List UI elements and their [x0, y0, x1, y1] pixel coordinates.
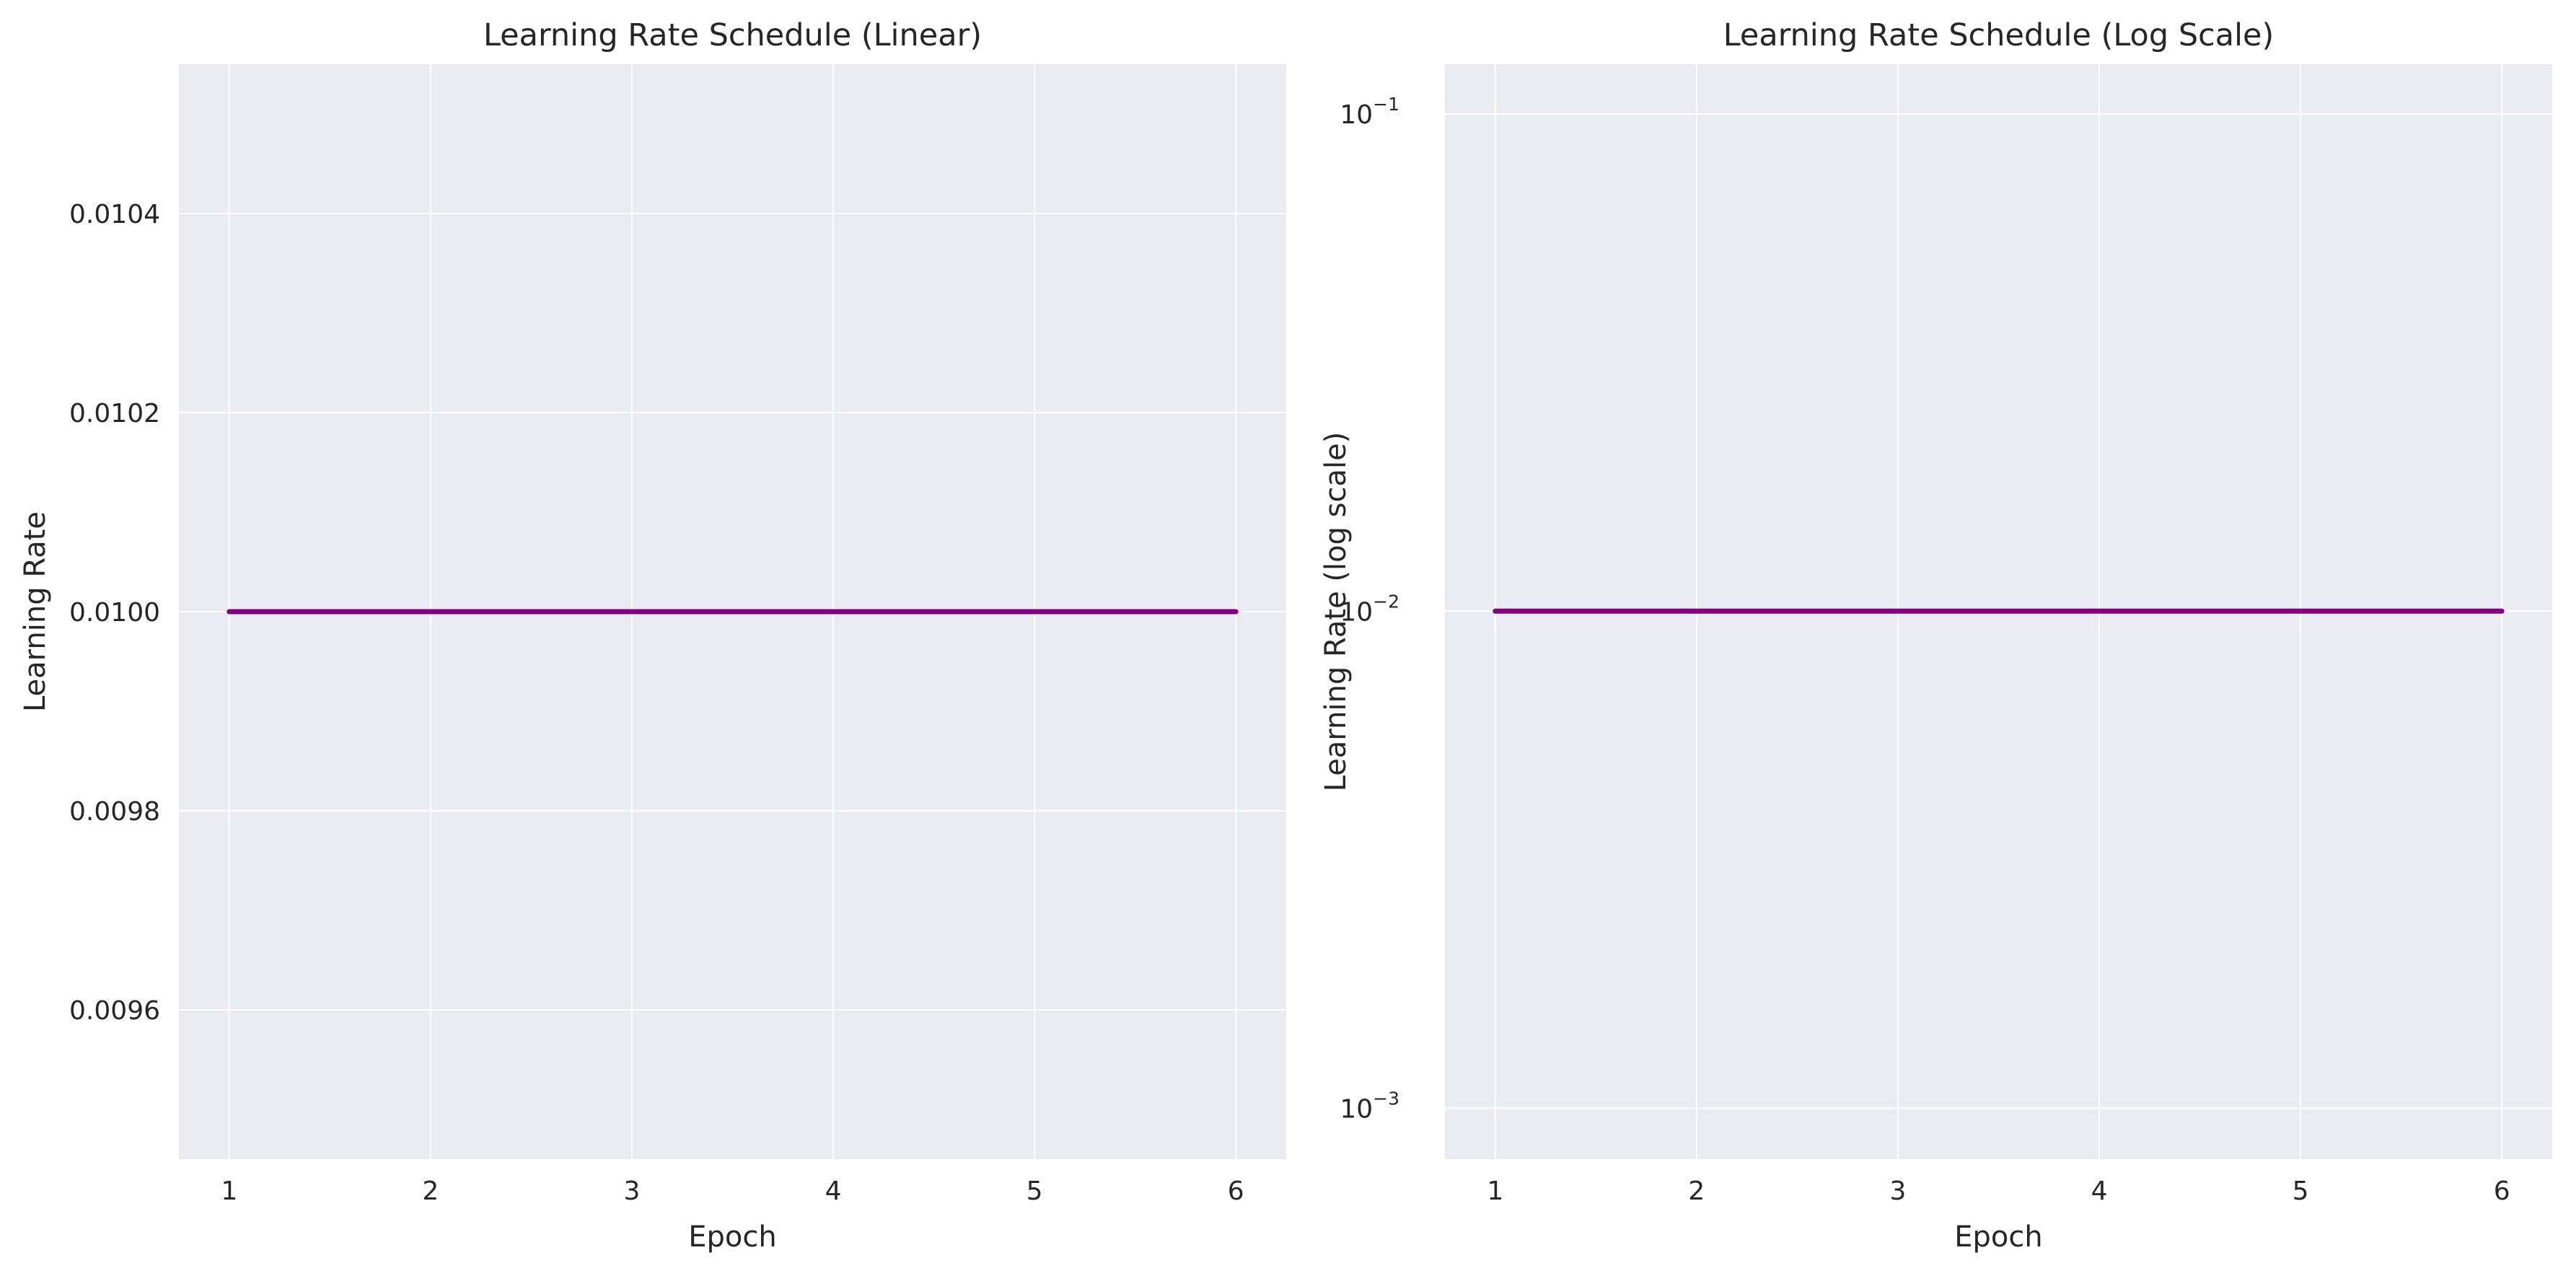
- y-tick-label: 10−2: [1340, 591, 1399, 627]
- x-tick-label: 1: [1487, 1176, 1503, 1206]
- x-tick-label: 3: [624, 1176, 641, 1206]
- y-tick-label: 0.0096: [69, 996, 160, 1026]
- x-tick-label: 4: [825, 1176, 842, 1206]
- x-tick-label: 3: [1890, 1176, 1907, 1206]
- chart-title: Learning Rate Schedule (Log Scale): [1723, 17, 2274, 53]
- x-tick-label: 5: [1027, 1176, 1043, 1206]
- y-tick-label: 0.0098: [69, 797, 160, 827]
- x-tick-label: 6: [1228, 1176, 1244, 1206]
- x-tick-label: 2: [422, 1176, 439, 1206]
- y-tick-label: 10−3: [1340, 1088, 1399, 1124]
- log-chart-panel: Learning Rate Schedule (Log Scale) 1 2 3 4 5 6…: [1319, 17, 2552, 1254]
- y-axis-label: Learning Rate (log scale): [1319, 432, 1353, 792]
- x-tick-label: 5: [2293, 1176, 2309, 1206]
- x-axis-label: Epoch: [688, 1220, 776, 1254]
- x-axis-label: Epoch: [1954, 1220, 2042, 1254]
- y-tick-label: 10−1: [1340, 94, 1399, 130]
- x-tick-label: 6: [2494, 1176, 2510, 1206]
- x-tick-label: 1: [221, 1176, 237, 1206]
- y-tick-label: 0.0100: [69, 598, 160, 628]
- linear-chart-panel: Learning Rate Schedule (Linear) 1 2 3 4 5 6 0.0…: [19, 17, 1286, 1254]
- x-tick-label: 2: [1688, 1176, 1705, 1206]
- y-axis-label: Learning Rate: [19, 511, 52, 712]
- y-tick-label: 0.0102: [69, 399, 160, 428]
- x-tick-label: 4: [2091, 1176, 2108, 1206]
- y-tick-label: 0.0104: [69, 200, 160, 229]
- chart-title: Learning Rate Schedule (Linear): [483, 17, 982, 53]
